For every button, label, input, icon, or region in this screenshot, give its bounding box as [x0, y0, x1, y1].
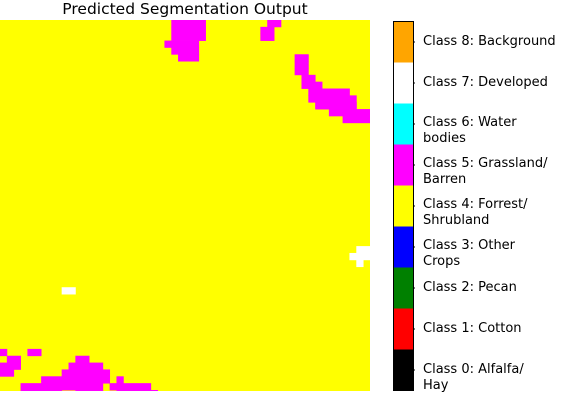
- segment-class-5: [171, 26, 206, 35]
- segment-class-5: [61, 369, 111, 377]
- colorbar-swatch-class-2: [393, 267, 414, 309]
- colorbar-swatch-class-0: [393, 349, 414, 391]
- segment-class-5: [260, 26, 275, 35]
- colorbar-swatch-class-5: [393, 144, 414, 186]
- chart-title: Predicted Segmentation Output: [62, 0, 308, 18]
- segment-class-5: [75, 355, 90, 363]
- segment-class-7: [356, 246, 370, 254]
- segment-class-5: [171, 20, 206, 28]
- segment-class-5: [68, 362, 104, 370]
- segment-class-5: [0, 348, 8, 357]
- segment-class-5: [0, 369, 15, 377]
- segment-class-5: [301, 81, 323, 89]
- colorbar-label-class-4: Class 4: Forrest/ Shrubland: [423, 197, 528, 228]
- segment-class-5: [315, 102, 357, 110]
- colorbar-label-class-0: Class 0: Alfalfa/ Hay: [423, 362, 524, 393]
- segment-class-5: [109, 383, 152, 391]
- colorbar-swatch-class-4: [393, 185, 414, 227]
- segment-class-5: [260, 33, 275, 41]
- segment-class-5: [116, 376, 124, 384]
- segment-class-5: [308, 95, 357, 103]
- segment-class-5: [171, 33, 206, 41]
- segment-class-5: [164, 40, 200, 48]
- colorbar-swatch-class-6: [393, 103, 414, 145]
- colorbar-swatch-class-1: [393, 308, 414, 350]
- segment-class-5: [75, 390, 104, 391]
- segment-class-5: [20, 390, 63, 391]
- colorbar-swatch-class-8: [393, 21, 414, 63]
- colorbar-label-class-8: Class 8: Background: [423, 34, 556, 49]
- colorbar: [393, 21, 415, 391]
- segment-class-5: [294, 67, 309, 76]
- segment-class-5: [301, 74, 316, 83]
- segment-class-5: [328, 109, 370, 117]
- segment-class-5: [116, 390, 158, 391]
- segment-class-5: [267, 20, 282, 28]
- segment-class-5: [20, 383, 104, 391]
- segment-class-5: [342, 115, 370, 124]
- colorbar-label-class-7: Class 7: Developed: [423, 75, 548, 90]
- segment-class-5: [0, 362, 21, 370]
- segment-class-5: [349, 102, 357, 110]
- colorbar-label-class-3: Class 3: Other Crops: [423, 238, 516, 269]
- segment-class-5: [171, 47, 200, 55]
- colorbar-label-class-6: Class 6: Water bodies: [423, 115, 517, 146]
- segment-class-5: [294, 54, 309, 62]
- segment-class-5: [6, 355, 21, 363]
- colorbar-label-class-5: Class 5: Grassland/ Barren: [423, 156, 548, 187]
- colorbar-swatch-class-3: [393, 226, 414, 268]
- colorbar-label-class-2: Class 2: Pecan: [423, 280, 517, 295]
- segment-class-5: [27, 348, 42, 357]
- segment-class-5: [308, 88, 350, 96]
- colorbar-swatch-class-7: [393, 62, 414, 104]
- segment-class-5: [178, 54, 193, 62]
- segment-class-5: [41, 376, 111, 384]
- colorbar-label-class-1: Class 1: Cotton: [423, 321, 522, 336]
- segmentation-map: [0, 20, 370, 391]
- colorbar-frame: [393, 21, 414, 391]
- segment-class-7: [61, 287, 76, 295]
- segment-class-7: [356, 259, 364, 268]
- segment-class-7: [349, 252, 370, 261]
- segment-class-5: [294, 61, 309, 69]
